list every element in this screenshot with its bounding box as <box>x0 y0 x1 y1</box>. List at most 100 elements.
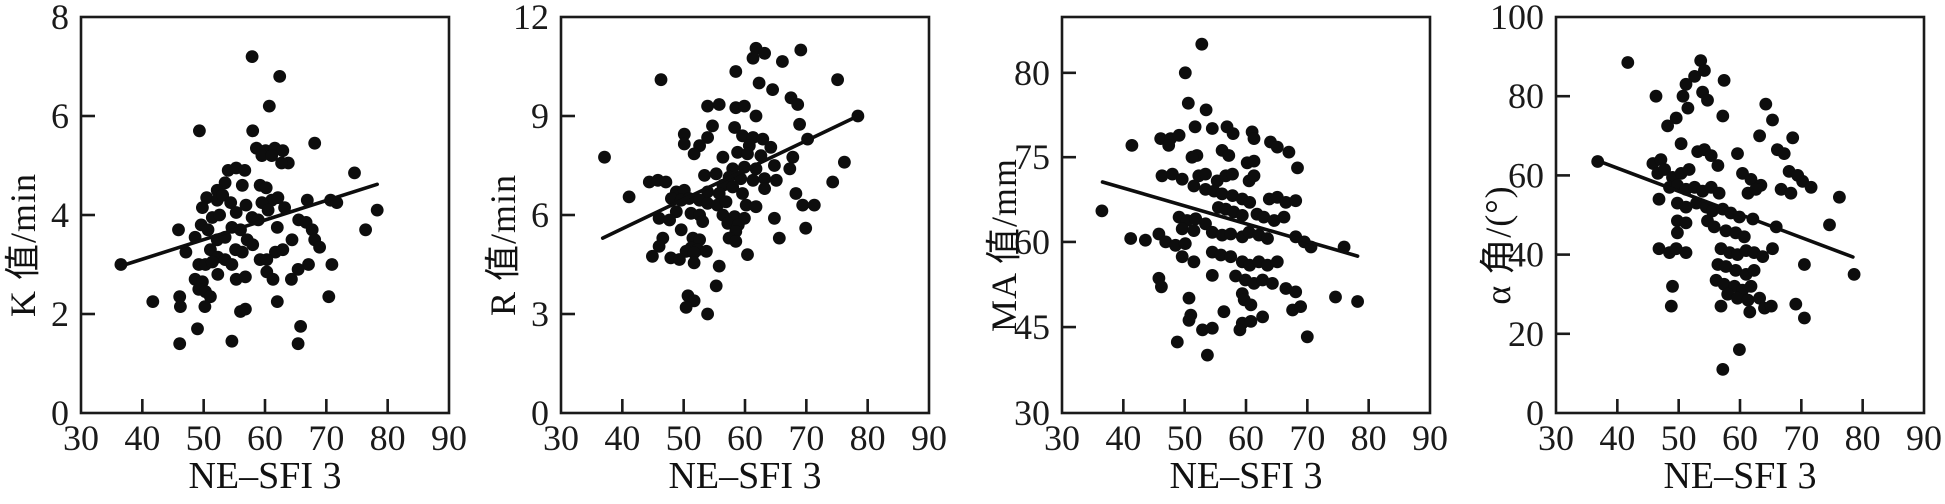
data-point <box>1289 194 1303 208</box>
data-point <box>246 238 260 252</box>
data-point <box>1199 103 1213 117</box>
data-point <box>1707 220 1721 234</box>
data-point <box>687 147 701 161</box>
data-point <box>1178 237 1192 251</box>
data-point <box>225 334 239 348</box>
data-point <box>308 136 322 150</box>
y-axis-label: R 值/min <box>483 173 523 317</box>
data-point <box>826 175 840 189</box>
data-point <box>766 83 779 96</box>
data-point <box>1789 297 1803 311</box>
data-point <box>652 211 666 225</box>
data-point <box>1217 305 1231 319</box>
data-point <box>1244 298 1258 312</box>
data-point <box>758 172 771 186</box>
data-point <box>1224 250 1238 264</box>
data-point <box>291 337 305 351</box>
data-point <box>768 159 781 172</box>
data-point <box>701 131 714 144</box>
data-point <box>652 240 666 253</box>
data-point <box>1199 217 1212 231</box>
data-point <box>1766 242 1779 256</box>
data-point <box>1679 200 1693 214</box>
x-tick-label: 80 <box>1845 418 1881 458</box>
data-point <box>746 51 760 65</box>
x-axis-label: NE–SFI 3 <box>668 455 822 497</box>
data-point <box>1351 295 1364 308</box>
data-point <box>1256 310 1269 324</box>
data-point <box>700 244 713 258</box>
data-point <box>738 99 751 113</box>
data-point <box>677 127 691 141</box>
trend-line <box>1100 180 1360 258</box>
data-point <box>1175 250 1189 264</box>
data-point <box>674 223 688 237</box>
plot-canvas-r-value: 0 3 6 9 12 30 40 50 60 70 80 90 <box>513 0 947 458</box>
data-point <box>1187 179 1201 193</box>
data-point <box>1721 287 1735 301</box>
data-point <box>1196 323 1209 337</box>
data-point <box>1658 163 1671 176</box>
data-point <box>746 173 760 187</box>
y-tick-label: 60 <box>1014 222 1050 262</box>
data-point <box>1753 291 1766 305</box>
y-tick-label: 100 <box>1490 0 1544 37</box>
data-point <box>172 223 185 237</box>
data-point <box>1214 248 1228 262</box>
data-point <box>196 201 209 215</box>
data-point <box>1205 321 1219 335</box>
y-tick-label: 0 <box>1526 393 1544 433</box>
data-point <box>1676 89 1690 103</box>
x-tick-label: 30 <box>543 418 579 458</box>
y-axis-label: K 值/min <box>3 172 43 318</box>
data-point <box>1261 258 1274 272</box>
data-point <box>1199 167 1212 181</box>
data-point <box>1716 363 1730 376</box>
data-point <box>1226 189 1239 203</box>
data-point <box>721 216 735 230</box>
y-tick-label: 40 <box>1508 235 1544 275</box>
data-point <box>229 206 243 219</box>
trend-line <box>600 114 860 240</box>
y-tick-label: 20 <box>1508 314 1544 354</box>
data-point <box>235 178 249 192</box>
data-point <box>224 196 238 210</box>
data-point <box>622 190 636 204</box>
data-point <box>1159 235 1173 249</box>
data-point <box>198 300 212 313</box>
data-point <box>1681 101 1695 115</box>
x-tick-label: 40 <box>1105 418 1141 458</box>
data-point <box>1716 109 1730 123</box>
data-point <box>1701 93 1714 107</box>
data-point <box>325 258 339 271</box>
data-point <box>1798 258 1811 271</box>
data-point <box>1170 335 1184 349</box>
data-point <box>266 272 280 286</box>
data-point <box>1201 348 1214 362</box>
trend-line <box>1595 158 1855 259</box>
data-point <box>1188 120 1202 134</box>
data-point <box>200 191 214 205</box>
data-point <box>300 193 314 207</box>
data-point <box>260 253 274 266</box>
data-point <box>1233 323 1247 337</box>
data-point <box>1189 212 1203 226</box>
y-tick-label: 6 <box>51 96 69 136</box>
data-point <box>1205 225 1219 239</box>
data-point <box>1652 192 1666 206</box>
data-point <box>205 255 219 269</box>
x-tick-label: 80 <box>850 418 886 458</box>
data-point <box>1162 139 1176 152</box>
data-point <box>729 235 743 248</box>
y-tick-label: 80 <box>1014 53 1050 93</box>
data-point <box>1729 264 1743 277</box>
data-point <box>1185 150 1199 164</box>
data-point <box>677 137 691 151</box>
data-point <box>764 140 778 154</box>
data-point <box>238 164 252 177</box>
data-point <box>1205 122 1219 135</box>
y-axis-label: α 角/(°) <box>1478 185 1518 305</box>
data-point <box>1669 111 1683 125</box>
x-tick-label: 50 <box>1661 418 1697 458</box>
trend-line <box>119 182 380 268</box>
